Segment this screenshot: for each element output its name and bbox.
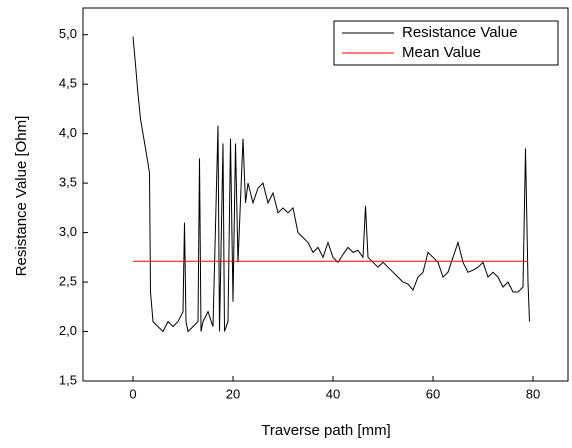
plot-frame	[82, 7, 569, 382]
x-tick-label: 60	[426, 386, 440, 401]
x-tick-label: 20	[226, 386, 240, 401]
x-tick-label: 0	[129, 386, 136, 401]
y-tick-label: 5,0	[59, 26, 77, 41]
x-tick-label: 80	[526, 386, 540, 401]
y-tick-label: 2,0	[59, 323, 77, 338]
y-axis-label: Resistance Value [Ohm]	[13, 116, 30, 277]
y-tick-label: 4,0	[59, 125, 77, 140]
legend-label: Mean Value	[402, 44, 481, 61]
legend-label: Resistance Value	[402, 24, 518, 41]
x-tick-label: 40	[326, 386, 340, 401]
legend-frame	[333, 20, 559, 66]
y-tick-label: 2,5	[59, 273, 77, 288]
y-tick-label: 3,5	[59, 175, 77, 190]
y-tick-label: 1,5	[59, 372, 77, 387]
data-line	[132, 36, 530, 333]
x-axis-label: Traverse path [mm]	[261, 422, 390, 439]
y-tick-label: 4,5	[59, 76, 77, 91]
y-tick-label: 3,0	[59, 224, 77, 239]
